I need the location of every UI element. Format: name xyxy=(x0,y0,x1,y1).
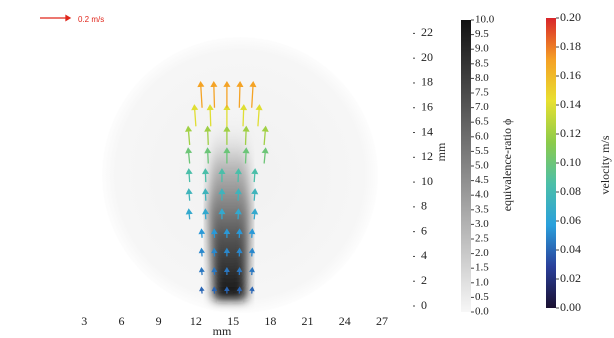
x-tick-label: 3 xyxy=(81,314,87,328)
colorbar-tick-label: 5.0 xyxy=(475,160,489,172)
colorbar-tick-label: 0.16 xyxy=(560,68,581,82)
colorbar-tick-label: 0.18 xyxy=(560,39,581,53)
figure: mm mm equivalence-ratio ϕ velocity m/s 3… xyxy=(0,0,614,338)
colorbar-tick-label: 1.0 xyxy=(475,276,489,288)
y-tick-label: 20 xyxy=(421,50,433,64)
colorbar-tick-label: 9.5 xyxy=(475,28,489,40)
y-axis-label: mm xyxy=(434,142,448,161)
x-tick-label: 18 xyxy=(264,314,276,328)
colorbar-tick-label: 10.0 xyxy=(475,14,495,26)
y-tick-label: 4 xyxy=(421,248,427,262)
arrow xyxy=(40,16,70,21)
colorbar-tick-label: 3.0 xyxy=(475,218,489,230)
x-tick-label: 12 xyxy=(190,314,202,328)
colorbar-tick-label: 7.5 xyxy=(475,87,489,99)
colorbar-tick-label: 0.04 xyxy=(560,242,581,256)
y-tick-label: 12 xyxy=(421,149,433,163)
colorbar-tick-label: 4.5 xyxy=(475,174,489,186)
colorbar-tick-label: 2.5 xyxy=(475,233,489,245)
colorbar-tick-label: 5.5 xyxy=(475,145,489,157)
colorbar-tick-label: 4.0 xyxy=(475,189,489,201)
x-tick-label: 21 xyxy=(302,314,314,328)
colorbar-tick-label: 8.5 xyxy=(475,57,489,69)
colorbar-tick-label: 6.0 xyxy=(475,130,489,142)
colorbar-tick-label: 0.12 xyxy=(560,126,581,140)
colorbar-tick-label: 2.0 xyxy=(475,247,489,259)
velocity-colorbar-label: velocity m/s xyxy=(598,135,612,194)
x-tick-label: 27 xyxy=(376,314,388,328)
colorbar-tick-label: 0.20 xyxy=(560,10,581,24)
y-tick-label: 16 xyxy=(421,99,433,113)
y-tick-label: 8 xyxy=(421,199,427,213)
colorbar-tick-label: 3.5 xyxy=(475,203,489,215)
x-tick-label: 24 xyxy=(339,314,351,328)
x-tick-label: 15 xyxy=(227,314,239,328)
colorbar-tick-label: 0.00 xyxy=(560,300,581,314)
colorbar-tick-label: 9.0 xyxy=(475,43,489,55)
colorbar-tick-label: 0.10 xyxy=(560,155,581,169)
colorbar-tick-label: 0.14 xyxy=(560,97,581,111)
colorbar-tick-label: 7.0 xyxy=(475,101,489,113)
y-tick-label: 6 xyxy=(421,223,427,237)
colorbar-tick-label: 0.02 xyxy=(560,271,581,285)
y-tick-label: 2 xyxy=(421,273,427,287)
y-tick-label: 0 xyxy=(421,298,427,312)
colorbar-tick-label: 0.06 xyxy=(560,213,581,227)
colorbar-tick-label: 0.5 xyxy=(475,291,489,303)
colorbar-tick-label: 1.5 xyxy=(475,262,489,274)
colorbar-tick-label: 8.0 xyxy=(475,72,489,84)
colorbar xyxy=(546,18,556,308)
y-tick-label: 22 xyxy=(421,25,433,39)
colorbar-tick-label: 0.08 xyxy=(560,184,581,198)
y-tick-label: 14 xyxy=(421,124,433,138)
reference-label: 0.2 m/s xyxy=(78,15,104,24)
y-tick-label: 10 xyxy=(421,174,433,188)
colorbar-tick-label: 0.0 xyxy=(475,306,489,318)
colorbar-tick-label: 6.5 xyxy=(475,116,489,128)
phi-colorbar-label: equivalence-ratio ϕ xyxy=(500,119,514,212)
x-tick-label: 6 xyxy=(118,314,124,328)
x-tick-label: 9 xyxy=(156,314,162,328)
y-tick-label: 18 xyxy=(421,75,433,89)
colorbar xyxy=(461,20,471,312)
